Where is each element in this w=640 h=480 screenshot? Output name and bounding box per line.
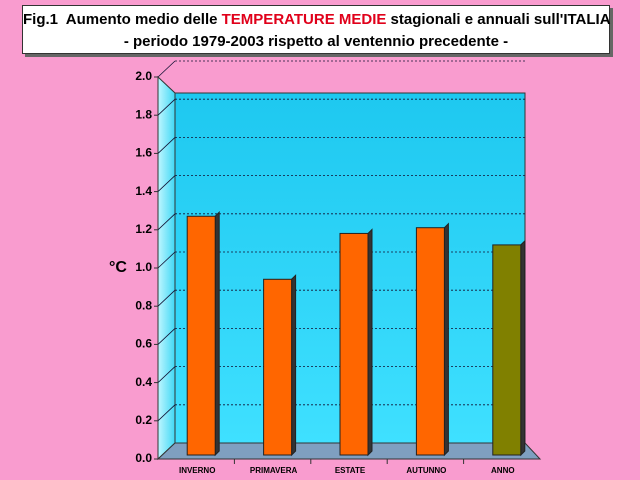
grid-line xyxy=(157,251,176,269)
grid-line xyxy=(157,98,176,116)
title-box: Fig.1 Aumento medio delle TEMPERATURE ME… xyxy=(22,5,611,54)
x-tick-label: AUTUNNO xyxy=(406,466,446,475)
bar-side xyxy=(443,222,449,457)
grid-line xyxy=(157,175,176,192)
grid-line xyxy=(157,328,176,345)
y-axis-label: °C xyxy=(109,259,127,276)
bar xyxy=(415,227,445,456)
bar-side xyxy=(214,211,220,457)
y-tick-label: 0.2 xyxy=(135,413,152,427)
left-wall xyxy=(157,75,176,461)
x-tick-label: PRIMAVERA xyxy=(250,466,298,475)
x-tick-label: ANNO xyxy=(491,466,515,475)
x-tick-label: ESTATE xyxy=(335,466,366,475)
grid-line xyxy=(157,213,176,231)
y-tick-label: 1.8 xyxy=(135,107,152,121)
bar xyxy=(186,215,216,456)
y-tick-label: 1.6 xyxy=(135,146,152,160)
subtitle: - periodo 1979-2003 rispetto al ventenni… xyxy=(123,33,509,50)
y-tick-label: 2.0 xyxy=(135,69,152,83)
bar-side xyxy=(367,228,373,457)
y-tick-label: 0.8 xyxy=(135,298,152,312)
bar xyxy=(263,278,293,456)
y-tick-label: 1.2 xyxy=(135,222,152,236)
bar-side xyxy=(520,239,526,457)
y-tick-label: 0.6 xyxy=(135,337,152,351)
grid-line xyxy=(157,137,176,154)
y-tick-label: 1.4 xyxy=(135,184,152,198)
grid-line xyxy=(157,60,176,78)
y-tick-label: 1.0 xyxy=(135,260,152,274)
title-part: stagionali e annuali sull'ITALIA xyxy=(386,11,611,28)
x-tick-label: INVERNO xyxy=(179,466,215,475)
grid-line xyxy=(157,366,176,383)
title-part: TEMPERATURE MEDIE xyxy=(221,11,387,28)
bar xyxy=(339,232,369,456)
y-tick-label: 0.0 xyxy=(135,451,152,465)
bar-side xyxy=(291,274,297,457)
y-tick-label: 0.4 xyxy=(135,375,152,389)
bar xyxy=(492,244,522,456)
grid-line xyxy=(157,289,176,307)
grid-line xyxy=(157,404,176,422)
title-part: Fig.1 Aumento medio delle xyxy=(23,11,222,28)
